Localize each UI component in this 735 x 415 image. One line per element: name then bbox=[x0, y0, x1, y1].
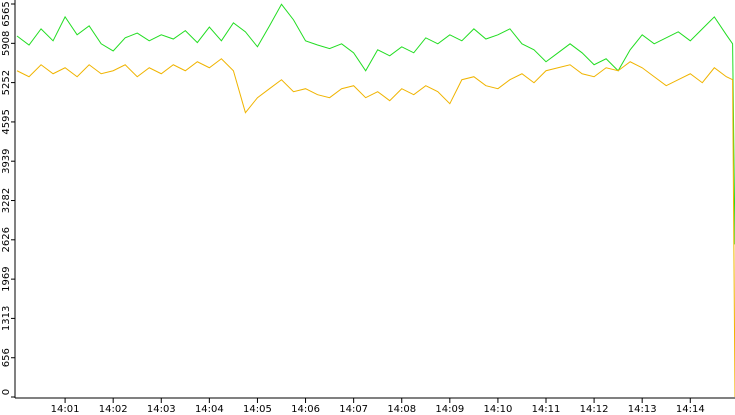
y-tick-label: 3282 bbox=[1, 188, 12, 213]
x-tick-label: 14:07 bbox=[339, 404, 368, 415]
x-tick-label: 14:04 bbox=[195, 404, 224, 415]
y-tick-label: 1969 bbox=[1, 266, 12, 291]
y-tick-label: 4595 bbox=[1, 109, 12, 134]
x-tick-label: 14:14 bbox=[676, 404, 705, 415]
y-tick-label: 3939 bbox=[1, 148, 12, 173]
x-tick-label: 14:01 bbox=[51, 404, 80, 415]
x-tick-label: 14:09 bbox=[435, 404, 464, 415]
y-tick-label: 5908 bbox=[1, 31, 12, 56]
x-tick-label: 14:11 bbox=[532, 404, 561, 415]
x-tick-label: 14:05 bbox=[243, 404, 272, 415]
y-tick-label: 5252 bbox=[1, 70, 12, 95]
x-tick-label: 14:10 bbox=[483, 404, 512, 415]
x-tick-label: 14:13 bbox=[628, 404, 657, 415]
series-line bbox=[16, 3, 735, 245]
y-tick-label: 2626 bbox=[1, 227, 12, 252]
x-tick-label: 14:02 bbox=[99, 404, 128, 415]
x-tick-label: 14:12 bbox=[580, 404, 609, 415]
series-line bbox=[16, 58, 735, 398]
y-tick-label: 0 bbox=[1, 389, 12, 395]
x-tick-label: 14:03 bbox=[147, 404, 176, 415]
x-tick-label: 14:06 bbox=[291, 404, 320, 415]
y-tick-label: 1313 bbox=[1, 306, 12, 331]
y-tick-label: 656 bbox=[1, 348, 12, 367]
y-tick-label: 6565 bbox=[1, 1, 12, 26]
x-tick-label: 14:08 bbox=[387, 404, 416, 415]
